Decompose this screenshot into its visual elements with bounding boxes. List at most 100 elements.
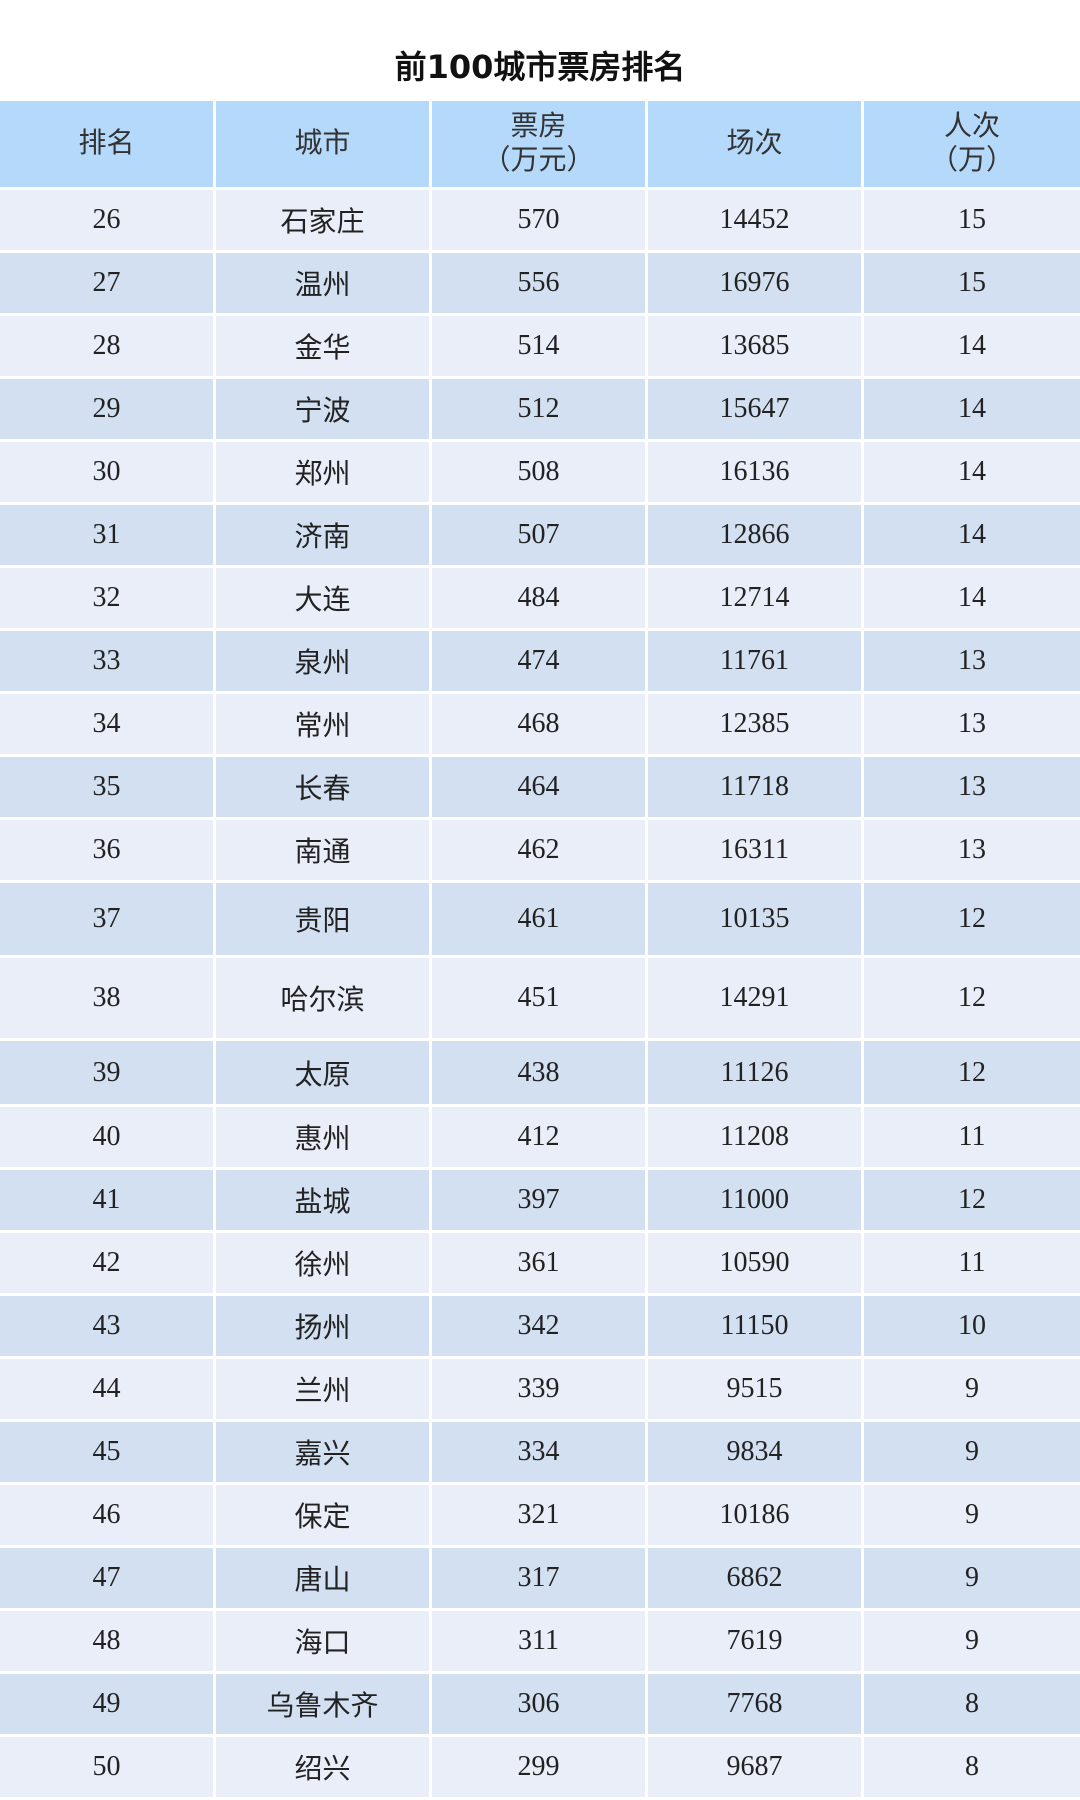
admissions-cell: 14 (864, 316, 1080, 376)
box-office-cell: 484 (432, 568, 645, 628)
city-cell: 乌鲁木齐 (216, 1674, 429, 1734)
rank-cell: 33 (0, 631, 213, 691)
rank-cell: 40 (0, 1107, 213, 1167)
admissions-cell: 9 (864, 1485, 1080, 1545)
city-cell: 泉州 (216, 631, 429, 691)
header-label: 人次 (943, 111, 1000, 142)
rank-cell: 48 (0, 1611, 213, 1671)
admissions-cell: 13 (864, 820, 1080, 880)
city-cell: 长春 (216, 757, 429, 817)
city-cell: 金华 (216, 316, 429, 376)
header-screenings: 场次 (648, 101, 861, 187)
screenings-cell: 16976 (648, 253, 861, 313)
box-office-cell: 514 (432, 316, 645, 376)
city-cell: 大连 (216, 568, 429, 628)
admissions-cell: 15 (864, 190, 1080, 250)
city-cell: 惠州 (216, 1107, 429, 1167)
box-office-cell: 299 (432, 1737, 645, 1797)
table-row: 34 常州 468 12385 13 (0, 694, 1080, 757)
screenings-cell: 12385 (648, 694, 861, 754)
screenings-cell: 14452 (648, 190, 861, 250)
header-rank: 排名 (0, 101, 213, 187)
admissions-cell: 11 (864, 1233, 1080, 1293)
rank-cell: 27 (0, 253, 213, 313)
screenings-cell: 10135 (648, 883, 861, 955)
city-cell: 唐山 (216, 1548, 429, 1608)
table-row: 30 郑州 508 16136 14 (0, 442, 1080, 505)
table-row: 49 乌鲁木齐 306 7768 8 (0, 1674, 1080, 1737)
header-label: 场次 (726, 128, 783, 159)
table-row: 33 泉州 474 11761 13 (0, 631, 1080, 694)
box-office-cell: 311 (432, 1611, 645, 1671)
table-row: 35 长春 464 11718 13 (0, 757, 1080, 820)
rank-cell: 36 (0, 820, 213, 880)
admissions-cell: 10 (864, 1296, 1080, 1356)
city-cell: 盐城 (216, 1170, 429, 1230)
rank-cell: 49 (0, 1674, 213, 1734)
table-row: 44 兰州 339 9515 9 (0, 1359, 1080, 1422)
city-cell: 济南 (216, 505, 429, 565)
city-cell: 贵阳 (216, 883, 429, 955)
rank-cell: 35 (0, 757, 213, 817)
rank-cell: 47 (0, 1548, 213, 1608)
table-row: 36 南通 462 16311 13 (0, 820, 1080, 883)
table-row: 45 嘉兴 334 9834 9 (0, 1422, 1080, 1485)
admissions-cell: 11 (864, 1107, 1080, 1167)
table-row: 40 惠州 412 11208 11 (0, 1107, 1080, 1170)
city-cell: 扬州 (216, 1296, 429, 1356)
rank-cell: 37 (0, 883, 213, 955)
city-cell: 哈尔滨 (216, 958, 429, 1038)
rank-cell: 50 (0, 1737, 213, 1797)
table-body: 26 石家庄 570 14452 15 27 温州 556 16976 15 28 金华 514 1368… (0, 190, 1080, 1800)
screenings-cell: 11150 (648, 1296, 861, 1356)
city-cell: 常州 (216, 694, 429, 754)
screenings-cell: 12866 (648, 505, 861, 565)
rank-cell: 26 (0, 190, 213, 250)
screenings-cell: 9515 (648, 1359, 861, 1419)
screenings-cell: 11761 (648, 631, 861, 691)
rank-cell: 39 (0, 1041, 213, 1104)
table-row: 37 贵阳 461 10135 12 (0, 883, 1080, 958)
box-office-cell: 451 (432, 958, 645, 1038)
admissions-cell: 14 (864, 505, 1080, 565)
box-office-cell: 397 (432, 1170, 645, 1230)
screenings-cell: 11126 (648, 1041, 861, 1104)
table-row: 32 大连 484 12714 14 (0, 568, 1080, 631)
header-label: 城市 (294, 128, 351, 159)
box-office-cell: 306 (432, 1674, 645, 1734)
header-unit: （万） (929, 145, 1014, 176)
screenings-cell: 6862 (648, 1548, 861, 1608)
screenings-cell: 9834 (648, 1422, 861, 1482)
ranking-table: 排名 城市 票房 （万元） 场次 人次 （万） 26 石家庄 570 14452 15 27 温… (0, 101, 1080, 1800)
header-city: 城市 (216, 101, 429, 187)
table-row: 47 唐山 317 6862 9 (0, 1548, 1080, 1611)
box-office-cell: 507 (432, 505, 645, 565)
table-header: 排名 城市 票房 （万元） 场次 人次 （万） (0, 101, 1080, 190)
admissions-cell: 9 (864, 1611, 1080, 1671)
city-cell: 绍兴 (216, 1737, 429, 1797)
box-office-cell: 508 (432, 442, 645, 502)
box-office-cell: 342 (432, 1296, 645, 1356)
rank-cell: 45 (0, 1422, 213, 1482)
rank-cell: 32 (0, 568, 213, 628)
screenings-cell: 11208 (648, 1107, 861, 1167)
rank-cell: 41 (0, 1170, 213, 1230)
table-row: 26 石家庄 570 14452 15 (0, 190, 1080, 253)
rank-cell: 31 (0, 505, 213, 565)
box-office-cell: 412 (432, 1107, 645, 1167)
box-office-cell: 334 (432, 1422, 645, 1482)
table-row: 46 保定 321 10186 9 (0, 1485, 1080, 1548)
city-cell: 南通 (216, 820, 429, 880)
admissions-cell: 13 (864, 631, 1080, 691)
city-cell: 嘉兴 (216, 1422, 429, 1482)
screenings-cell: 15647 (648, 379, 861, 439)
rank-cell: 43 (0, 1296, 213, 1356)
box-office-cell: 321 (432, 1485, 645, 1545)
admissions-cell: 8 (864, 1674, 1080, 1734)
admissions-cell: 9 (864, 1359, 1080, 1419)
screenings-cell: 9687 (648, 1737, 861, 1797)
page-title: 前100城市票房排名 (394, 48, 686, 86)
screenings-cell: 12714 (648, 568, 861, 628)
rank-cell: 30 (0, 442, 213, 502)
admissions-cell: 13 (864, 694, 1080, 754)
